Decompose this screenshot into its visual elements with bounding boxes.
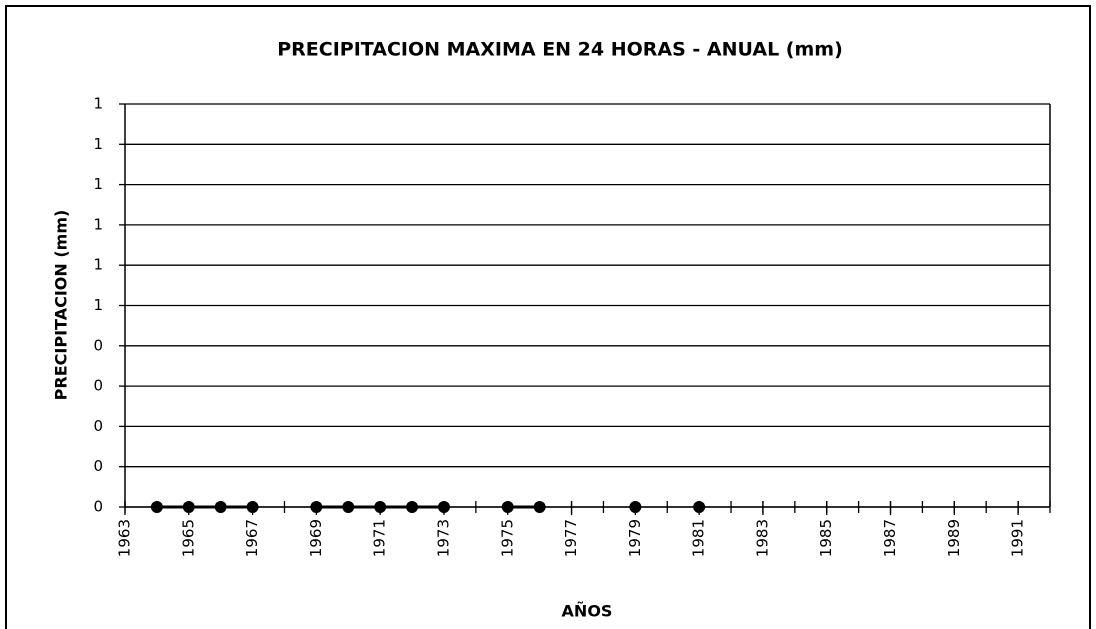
x-tick-label: 1979 bbox=[626, 519, 644, 557]
y-tick-label: 0 bbox=[93, 377, 103, 395]
data-point bbox=[437, 501, 450, 513]
x-tick-label: 1987 bbox=[881, 519, 899, 557]
x-tick-label: 1967 bbox=[243, 519, 261, 557]
x-tick-label: 1969 bbox=[307, 519, 325, 557]
y-axis-title: PRECIPITACION (mm) bbox=[52, 210, 71, 401]
y-tick-label: 0 bbox=[93, 457, 103, 475]
x-axis-title: AÑOS bbox=[562, 602, 613, 621]
x-tick-label: 1989 bbox=[945, 519, 963, 557]
y-tick-label: 0 bbox=[93, 498, 103, 516]
x-tick-label: 1983 bbox=[753, 519, 771, 557]
x-tick-label: 1985 bbox=[817, 519, 835, 557]
data-point bbox=[310, 501, 323, 513]
data-point bbox=[533, 501, 546, 513]
y-tick-label: 0 bbox=[93, 417, 103, 435]
data-point bbox=[182, 501, 195, 513]
x-tick-label: 1971 bbox=[371, 519, 389, 557]
data-point bbox=[214, 501, 227, 513]
data-point bbox=[342, 501, 355, 513]
data-point bbox=[629, 501, 642, 513]
x-tick-label: 1977 bbox=[562, 519, 580, 557]
data-point bbox=[374, 501, 387, 513]
y-tick-label: 1 bbox=[93, 256, 103, 274]
y-tick-label: 1 bbox=[93, 95, 103, 113]
y-tick-label: 0 bbox=[93, 336, 103, 354]
data-point bbox=[246, 501, 259, 513]
data-point bbox=[150, 501, 163, 513]
data-point bbox=[406, 501, 419, 513]
data-point bbox=[693, 501, 706, 513]
x-tick-label: 1991 bbox=[1009, 519, 1027, 557]
x-tick-label: 1965 bbox=[179, 519, 197, 557]
y-tick-label: 1 bbox=[93, 296, 103, 314]
x-tick-label: 1973 bbox=[434, 519, 452, 557]
y-tick-label: 1 bbox=[93, 175, 103, 193]
x-tick-label: 1975 bbox=[498, 519, 516, 557]
x-tick-label: 1963 bbox=[116, 519, 134, 557]
chart-border bbox=[5, 5, 1091, 629]
chart-title: PRECIPITACION MAXIMA EN 24 HORAS - ANUAL… bbox=[277, 39, 843, 61]
y-tick-label: 1 bbox=[93, 135, 103, 153]
y-tick-label: 1 bbox=[93, 215, 103, 233]
x-tick-label: 1981 bbox=[690, 519, 708, 557]
data-point bbox=[501, 501, 514, 513]
